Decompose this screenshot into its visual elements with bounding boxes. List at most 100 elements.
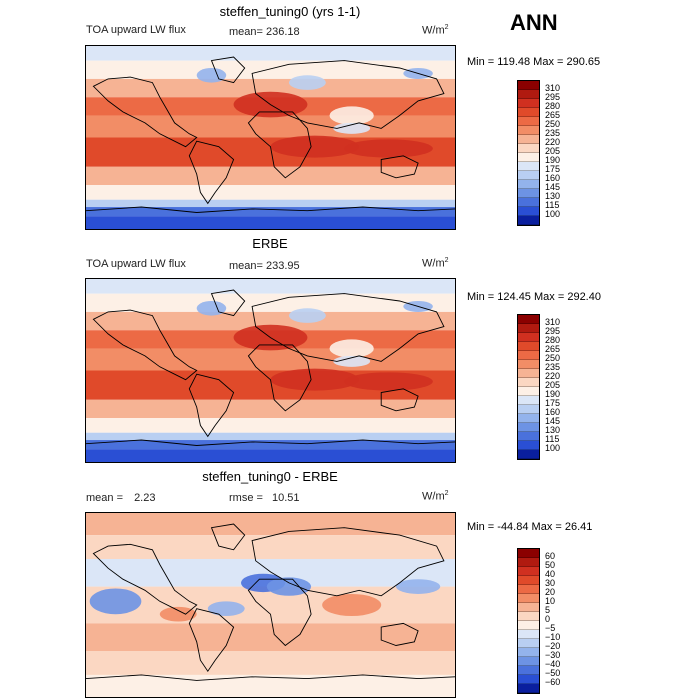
contour-band — [86, 399, 455, 419]
colorbar-tick-label: 265 — [545, 344, 561, 354]
coastline — [210, 289, 246, 317]
contour-region — [159, 606, 197, 622]
contour-band — [86, 60, 455, 79]
contour-region — [344, 139, 433, 158]
panel1-mean-value: 236.18 — [266, 26, 300, 38]
contour-region — [395, 579, 441, 594]
contour-band — [86, 674, 455, 697]
colorbar-cell — [518, 567, 539, 576]
colorbar-cell — [518, 639, 539, 648]
colorbar-tick-label: 130 — [545, 425, 561, 435]
colorbar-tick-label: 295 — [545, 92, 561, 102]
colorbar-cell — [518, 612, 539, 621]
colorbar-tick-label: 10 — [545, 596, 556, 606]
coastline — [251, 293, 445, 362]
colorbar-cell — [518, 558, 539, 567]
colorbar-cell — [518, 675, 539, 684]
colorbar-cell — [518, 450, 539, 459]
contour-band — [86, 513, 455, 536]
coastline — [251, 527, 445, 597]
colorbar-cell — [518, 135, 539, 144]
contour-band — [86, 311, 455, 331]
contour-region — [288, 308, 326, 323]
colorbar-cell — [518, 621, 539, 630]
colorbar-cell — [518, 117, 539, 126]
panel1-colorbar — [517, 80, 540, 226]
colorbar-cell — [518, 180, 539, 189]
coastline — [380, 388, 419, 412]
coastline — [247, 344, 312, 412]
colorbar-tick-label: 235 — [545, 362, 561, 372]
colorbar-tick-label: 60 — [545, 551, 556, 561]
colorbar-tick-label: 280 — [545, 101, 561, 111]
colorbar-tick-label: 30 — [545, 578, 556, 588]
colorbar-tick-label: 310 — [545, 83, 561, 93]
contour-region — [270, 135, 360, 158]
contour-region — [266, 577, 312, 596]
panel3-mean: mean = 2.23 — [86, 492, 155, 504]
contour-region — [329, 339, 374, 358]
colorbar-cell — [518, 81, 539, 90]
panel2-minmax: Min = 124.45 Max = 292.40 — [467, 291, 601, 303]
panel1-colorbar-labels: 310 295 280 265 250 235 220 205 190 175 160 145 130 1… — [545, 80, 585, 224]
contour-region — [288, 75, 326, 90]
coastline — [188, 373, 235, 438]
colorbar-cell — [518, 99, 539, 108]
colorbar-cell — [518, 657, 539, 666]
colorbar-tick-label: 190 — [545, 155, 561, 165]
coastline — [92, 76, 198, 148]
panel1-min-value: 119.48 — [497, 56, 531, 68]
colorbar-cell — [518, 414, 539, 423]
contour-region — [322, 593, 382, 617]
panel2-units-text: W/m — [422, 257, 445, 270]
contour-band — [86, 293, 455, 312]
panel2-map-svg — [86, 279, 455, 462]
coastline — [188, 140, 235, 205]
colorbar-cell — [518, 324, 539, 333]
colorbar-cell — [518, 432, 539, 441]
colorbar-cell — [518, 585, 539, 594]
contour-band — [86, 166, 455, 186]
contour-band — [86, 348, 455, 371]
colorbar-tick-label: 115 — [545, 200, 560, 210]
panel3-map-svg — [86, 513, 455, 697]
panel2-min-value: 124.45 — [497, 291, 531, 303]
colorbar-cell — [518, 171, 539, 180]
coastline — [251, 60, 445, 129]
colorbar-cell — [518, 333, 539, 342]
panel1-units: W/m2 — [422, 24, 449, 37]
panel3-title: steffen_tuning0 - ERBE — [202, 469, 338, 484]
contour-band — [86, 207, 455, 217]
panel3-min-value: -44.84 — [497, 521, 529, 533]
colorbar-cell — [518, 423, 539, 432]
colorbar-cell — [518, 594, 539, 603]
contour-region — [207, 601, 245, 617]
colorbar-tick-label: −50 — [545, 668, 561, 678]
contour-band — [86, 623, 455, 651]
colorbar-tick-label: 40 — [545, 569, 556, 579]
panel3-units-sup: 2 — [444, 490, 449, 497]
colorbar-tick-label: 130 — [545, 191, 561, 201]
colorbar-tick-label: 145 — [545, 416, 561, 426]
colorbar-tick-label: −20 — [545, 641, 561, 651]
contour-band — [86, 216, 455, 229]
colorbar-cell — [518, 216, 539, 225]
colorbar-cell — [518, 351, 539, 360]
panel3-max-value: 26.41 — [564, 521, 593, 533]
colorbar-tick-label: 220 — [545, 371, 561, 381]
colorbar-tick-label: 0 — [545, 614, 551, 624]
panel3-colorbar — [517, 548, 540, 694]
panel3-map — [85, 512, 456, 698]
panel1-minmax: Min = 119.48 Max = 290.65 — [467, 56, 600, 68]
panel3-min-label: Min = — [467, 521, 495, 533]
contour-region — [89, 588, 142, 615]
panel2-max-value: 292.40 — [567, 291, 601, 303]
contour-band — [86, 586, 455, 624]
colorbar-cell — [518, 342, 539, 351]
panel1-variable-label: TOA upward LW flux — [86, 24, 186, 36]
coastline — [210, 56, 246, 84]
panel2-colorbar — [517, 314, 540, 460]
colorbar-cell — [518, 405, 539, 414]
coastline — [92, 309, 198, 381]
colorbar-cell — [518, 126, 539, 135]
